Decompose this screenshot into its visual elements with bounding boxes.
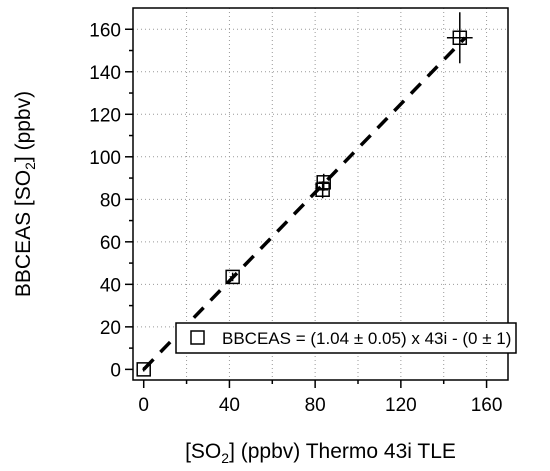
data-point (225, 269, 240, 285)
y-tick-label: 20 (100, 318, 121, 339)
y-tick-label: 160 (89, 20, 121, 41)
data-points (136, 12, 473, 377)
axes: 0 40 80 120 160 0 20 40 60 80 100 120 140 160 (89, 20, 502, 416)
y-axis-title-part: ] (ppbv) (12, 91, 35, 162)
y-tick-label: 140 (89, 63, 121, 84)
x-tick-label: 160 (471, 395, 503, 416)
legend-marker-square (190, 330, 205, 345)
x-tick-label: 80 (305, 395, 326, 416)
y-tick-label: 60 (100, 233, 121, 254)
data-point (136, 362, 151, 377)
x-tick-label: 40 (219, 395, 240, 416)
point-marker-square (315, 182, 330, 197)
legend-label: BBCEAS = (1.04 ± 0.05) x 43i - (0 ± 1) (222, 329, 511, 348)
point-marker-square (136, 362, 151, 377)
x-tick-label: 0 (138, 395, 149, 416)
plot-area-frame (132, 7, 509, 381)
x-axis-title-part: [SO (185, 440, 221, 463)
y-tick-label: 0 (110, 360, 121, 381)
y-tick-label: 120 (89, 105, 121, 126)
x-axis-title: [SO2] (ppbv) Thermo 43i TLE (185, 440, 456, 466)
data-point (315, 181, 330, 199)
legend-box (175, 322, 517, 354)
point-marker-square (452, 30, 468, 46)
y-tick-label: 40 (100, 275, 121, 296)
x-tick-label: 120 (385, 395, 417, 416)
x-axis-title-subscript: 2 (221, 450, 229, 466)
y-tick-label: 100 (89, 148, 121, 169)
y-axis-title-part: BBCEAS [SO (12, 170, 35, 297)
fit-line (142, 36, 467, 371)
y-axis-title: BBCEAS [SO2] (ppbv) (12, 91, 38, 297)
data-point (316, 173, 331, 191)
y-axis-title-subscript: 2 (22, 162, 38, 170)
y-tick-label: 80 (100, 190, 121, 211)
point-marker-square (316, 175, 331, 190)
legend: BBCEAS = (1.04 ± 0.05) x 43i - (0 ± 1) (175, 322, 517, 354)
x-axis-title-part: ] (ppbv) Thermo 43i TLE (229, 440, 456, 463)
point-marker-square (225, 269, 240, 285)
data-point (446, 12, 473, 64)
